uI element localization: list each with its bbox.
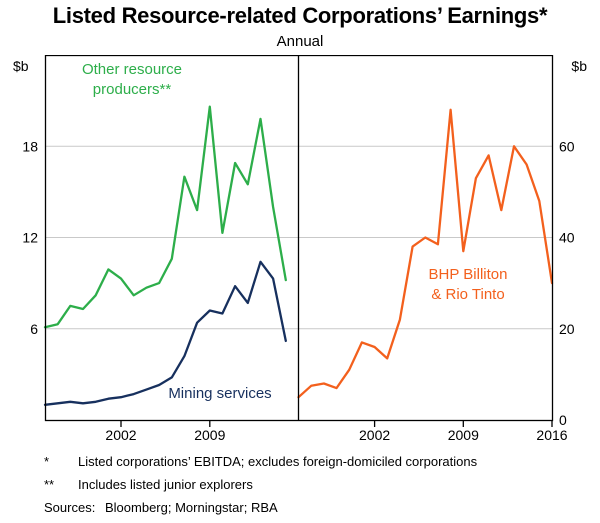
series-label-line: & Rio Tinto	[431, 286, 505, 303]
x-tick-label: 2016	[536, 427, 567, 443]
sources-line: Sources: Bloomberg; Morningstar; RBA	[44, 500, 589, 515]
y-tick-label: 60	[559, 138, 575, 154]
series	[43, 105, 554, 406]
footnote-text: Listed corporations’ EBITDA; excludes fo…	[78, 454, 478, 469]
footnote-text: Includes listed junior explorers	[78, 477, 253, 492]
series-label-line: producers**	[92, 81, 172, 98]
axes	[44, 55, 554, 427]
x-tick-label: 2009	[448, 427, 479, 443]
x-tick-label: 2002	[359, 427, 390, 443]
sources-text: Bloomberg; Morningstar; RBA	[105, 500, 278, 515]
footnote: * Listed corporations’ EBITDA; excludes …	[44, 454, 589, 469]
y-tick-label: 20	[559, 321, 575, 337]
y-axis-unit-right: $b	[571, 58, 587, 74]
footnote-marker: *	[44, 454, 50, 469]
y-axis-unit-left: $b	[13, 58, 29, 74]
series-label-other-resource-producers: Other resource producers**	[52, 60, 212, 100]
footnote: ** Includes listed junior explorers	[44, 477, 589, 492]
series-line-mining-services	[43, 260, 287, 406]
y-tick-label: 40	[559, 230, 575, 246]
y-tick-label: 0	[559, 412, 567, 428]
y-tick-label: 18	[22, 138, 38, 154]
footnotes: * Listed corporations’ EBITDA; excludes …	[44, 454, 589, 523]
series-label-line: BHP Billiton	[428, 266, 508, 283]
series-label-bhp-rio-tinto: BHP Billiton & Rio Tinto	[398, 265, 538, 305]
x-tick-label: 2002	[105, 427, 136, 443]
series-line-other-resource-producers	[43, 105, 287, 329]
x-tick-label: 2009	[194, 427, 225, 443]
series-label-line: Other resource	[81, 61, 183, 78]
sources-label: Sources:	[44, 500, 96, 515]
footnote-marker: **	[44, 477, 55, 492]
chart-subtitle: Annual	[276, 33, 324, 50]
series-line-bhp-billiton-rio-tinto	[297, 108, 554, 399]
y-tick-label: 12	[22, 230, 38, 246]
chart-title: Listed Resource-related Corporations’ Ea…	[52, 3, 548, 28]
series-label-mining-services: Mining services	[168, 385, 272, 402]
y-tick-label: 6	[30, 321, 38, 337]
